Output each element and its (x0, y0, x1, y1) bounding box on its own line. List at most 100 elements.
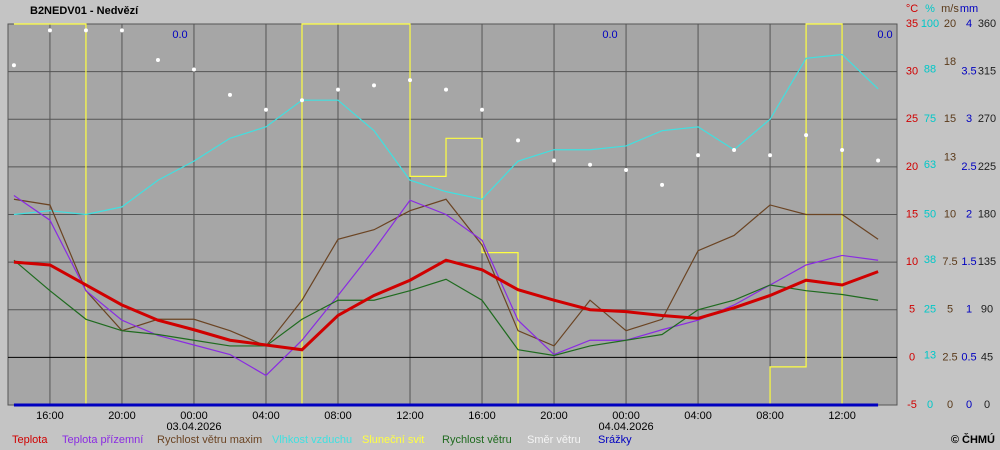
y-tick-label: 25 (924, 304, 936, 316)
y-tick-label: 18 (944, 56, 956, 68)
direction-dot (804, 133, 809, 138)
y-tick-label: 35 (906, 18, 918, 30)
legend-entry: Teplota (12, 434, 48, 446)
x-tick-label: 08:00 (756, 410, 784, 422)
y-tick-label: 100 (921, 18, 939, 30)
y-tick-label: 15 (944, 113, 956, 125)
direction-dot (191, 67, 196, 72)
y-tick-label: 135 (978, 256, 996, 268)
legend-entry: Rychlost větru maxim (157, 434, 262, 446)
date-label: 04.04.2026 (599, 421, 654, 433)
legend-entry: Sluneční svit (362, 434, 424, 446)
y-tick-label: 20 (906, 161, 918, 173)
y-tick-label: 88 (924, 64, 936, 76)
x-tick-label: 04:00 (684, 410, 712, 422)
legend-entry: Vlhkost vzduchu (272, 434, 352, 446)
y-tick-label: 0 (927, 399, 933, 411)
y-tick-label: 4 (966, 18, 972, 30)
y-tick-label: 0.5 (961, 351, 976, 363)
direction-dot (516, 138, 521, 143)
axis-unit: m/s (941, 3, 959, 15)
x-tick-label: 00:00 (180, 410, 208, 422)
x-tick-label: 08:00 (324, 410, 352, 422)
direction-dot (624, 168, 629, 173)
direction-dot (372, 83, 377, 88)
direction-dot (696, 153, 701, 158)
x-tick-label: 12:00 (828, 410, 856, 422)
y-tick-label: 360 (978, 18, 996, 30)
y-tick-label: 20 (944, 18, 956, 30)
y-tick-label: 7.5 (942, 256, 957, 268)
x-tick-label: 20:00 (108, 410, 136, 422)
precip-sum: 0.0 (877, 29, 892, 41)
axis-unit: % (925, 3, 935, 15)
y-tick-label: 45 (981, 351, 993, 363)
direction-dot (119, 28, 124, 33)
x-tick-label: 00:00 (612, 410, 640, 422)
y-tick-label: 1 (966, 304, 972, 316)
y-tick-label: 5 (947, 304, 953, 316)
y-tick-label: 15 (906, 208, 918, 220)
legend-entry: Směr větru (527, 434, 581, 446)
x-tick-label: 04:00 (252, 410, 280, 422)
axis-unit: °C (906, 3, 918, 15)
precip-sum: 0.0 (602, 29, 617, 41)
y-tick-label: 90 (981, 304, 993, 316)
x-tick-label: 20:00 (540, 410, 568, 422)
direction-dot (552, 158, 557, 163)
direction-dot (11, 63, 16, 68)
legend-entry: Teplota přízemní (62, 434, 143, 446)
direction-dot (480, 107, 485, 112)
y-tick-label: 225 (978, 161, 996, 173)
y-tick-label: 38 (924, 254, 936, 266)
y-tick-label: 270 (978, 113, 996, 125)
series-line (13, 259, 879, 357)
date-label: 03.04.2026 (166, 421, 221, 433)
y-tick-label: 13 (924, 349, 936, 361)
direction-dot (732, 147, 737, 152)
y-tick-label: 0 (947, 399, 953, 411)
direction-dot (155, 57, 160, 62)
direction-dot (588, 162, 593, 167)
y-tick-label: 63 (924, 159, 936, 171)
direction-dot (444, 87, 449, 92)
direction-dot (227, 92, 232, 97)
y-tick-label: 75 (924, 113, 936, 125)
y-tick-label: 1.5 (961, 256, 976, 268)
y-tick-label: 25 (906, 113, 918, 125)
y-tick-label: 2.5 (961, 161, 976, 173)
x-tick-label: 12:00 (396, 410, 424, 422)
y-tick-label: 0 (909, 351, 915, 363)
x-tick-label: 16:00 (468, 410, 496, 422)
y-tick-label: -5 (907, 399, 917, 411)
axis-unit: mm (960, 3, 978, 15)
legend-entry: Srážky (598, 434, 632, 446)
direction-dot (335, 87, 340, 92)
direction-dot (47, 28, 52, 33)
series-line (13, 194, 879, 377)
direction-dot (83, 28, 88, 33)
y-tick-label: 3.5 (961, 66, 976, 78)
direction-dot (876, 158, 881, 163)
y-tick-label: 0 (966, 399, 972, 411)
y-tick-label: 2.5 (942, 351, 957, 363)
direction-dot (408, 78, 413, 83)
direction-dot (263, 107, 268, 112)
y-tick-label: 2 (966, 208, 972, 220)
y-tick-label: 10 (906, 256, 918, 268)
precip-sum: 0.0 (172, 29, 187, 41)
legend-entry: Rychlost větru (442, 434, 512, 446)
y-tick-label: 13 (944, 151, 956, 163)
y-tick-label: 315 (978, 66, 996, 78)
y-tick-label: 30 (906, 66, 918, 78)
y-tick-label: 180 (978, 208, 996, 220)
y-tick-label: 10 (944, 208, 956, 220)
y-tick-label: 50 (924, 208, 936, 220)
x-tick-label: 16:00 (36, 410, 64, 422)
copyright: © ČHMÚ (951, 433, 995, 446)
direction-dot (299, 98, 304, 103)
y-tick-label: 5 (909, 304, 915, 316)
y-tick-label: 0 (984, 399, 990, 411)
chart-title: B2NEDV01 - Nedvězí (30, 5, 139, 17)
